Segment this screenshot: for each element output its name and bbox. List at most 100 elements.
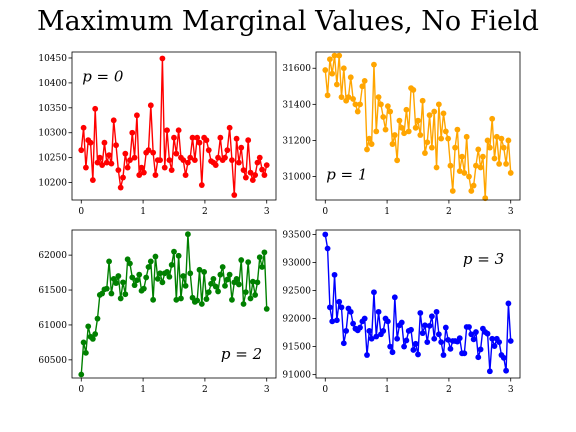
figure-title: Maximum Marginal Values, No Field [37,6,539,37]
y-tick-label: 91500 [282,343,311,353]
data-point [120,174,126,181]
data-point [477,164,484,171]
data-point [403,106,410,113]
data-point [442,128,449,135]
data-point [136,271,143,278]
x-tick-label: 1 [140,207,146,217]
data-point [452,144,458,151]
data-point [389,141,396,147]
data-point [99,162,106,169]
data-point [233,135,240,142]
data-point [417,310,424,316]
data-point [261,249,268,256]
x-tick-label: 2 [446,385,452,395]
data-point [110,117,117,124]
data-point [484,330,491,337]
data-point [87,139,94,146]
data-point [424,339,431,346]
data-point [438,135,445,142]
data-point [122,291,129,298]
data-point [384,318,391,325]
data-point [173,150,180,157]
data-point [254,279,261,286]
data-point [373,128,380,135]
data-point [187,270,194,277]
y-tick-label: 61500 [38,286,67,296]
data-point [417,132,424,138]
data-point [203,296,210,303]
data-point [429,144,435,151]
data-point [347,74,354,81]
data-point [380,328,387,334]
data-point [134,112,140,119]
data-point [147,102,154,109]
data-point [493,133,500,140]
panel-annotation: p = 2 [221,345,262,363]
data-point [131,154,138,161]
data-point [166,157,173,164]
data-point [94,159,101,166]
data-point [263,162,270,169]
data-point [136,172,143,178]
data-point [336,298,343,305]
data-point [159,55,166,62]
data-point [322,231,329,238]
data-point [122,150,129,157]
data-point [361,315,368,322]
data-point [496,339,503,346]
data-point [256,254,263,261]
data-point [507,338,514,344]
data-point [419,97,426,104]
data-point [424,139,431,146]
data-point [429,313,435,320]
x-tick-label: 0 [322,385,328,395]
data-point [205,289,212,296]
data-point [78,371,85,378]
data-point [466,173,472,180]
data-point [145,264,152,270]
data-point [331,52,338,59]
data-point [106,258,112,265]
x-tick-label: 3 [264,385,270,395]
data-point [175,252,182,259]
data-point [445,135,452,142]
data-point [150,296,157,303]
y-tick-label: 93500 [282,230,311,240]
data-point [347,308,354,315]
data-point [131,282,138,289]
data-point [194,297,201,304]
data-point [336,52,343,59]
data-point [456,335,463,342]
data-point [242,289,249,296]
axes-frame [315,51,521,201]
data-point [489,335,496,342]
data-point [507,170,514,176]
data-point [468,188,475,194]
data-point [333,317,340,324]
data-point [324,92,331,99]
data-point [259,166,265,173]
data-point [182,172,189,178]
data-point [391,294,398,301]
data-point [361,77,368,84]
data-point [364,352,370,358]
data-point [442,324,449,331]
y-tick-label: 10450 [38,54,67,64]
data-point [120,279,126,286]
data-point [222,282,228,289]
y-tick-label: 91000 [282,371,311,381]
data-point [371,61,377,68]
data-point [433,308,440,315]
data-point [324,245,331,252]
data-point [340,340,347,347]
data-point [454,126,461,133]
data-point [412,340,419,347]
data-point [224,147,231,154]
data-point [187,154,194,161]
data-point [459,153,465,160]
data-point [83,164,89,171]
data-point [373,333,380,340]
data-point [489,115,496,122]
data-point [94,315,101,322]
data-point [473,162,479,169]
